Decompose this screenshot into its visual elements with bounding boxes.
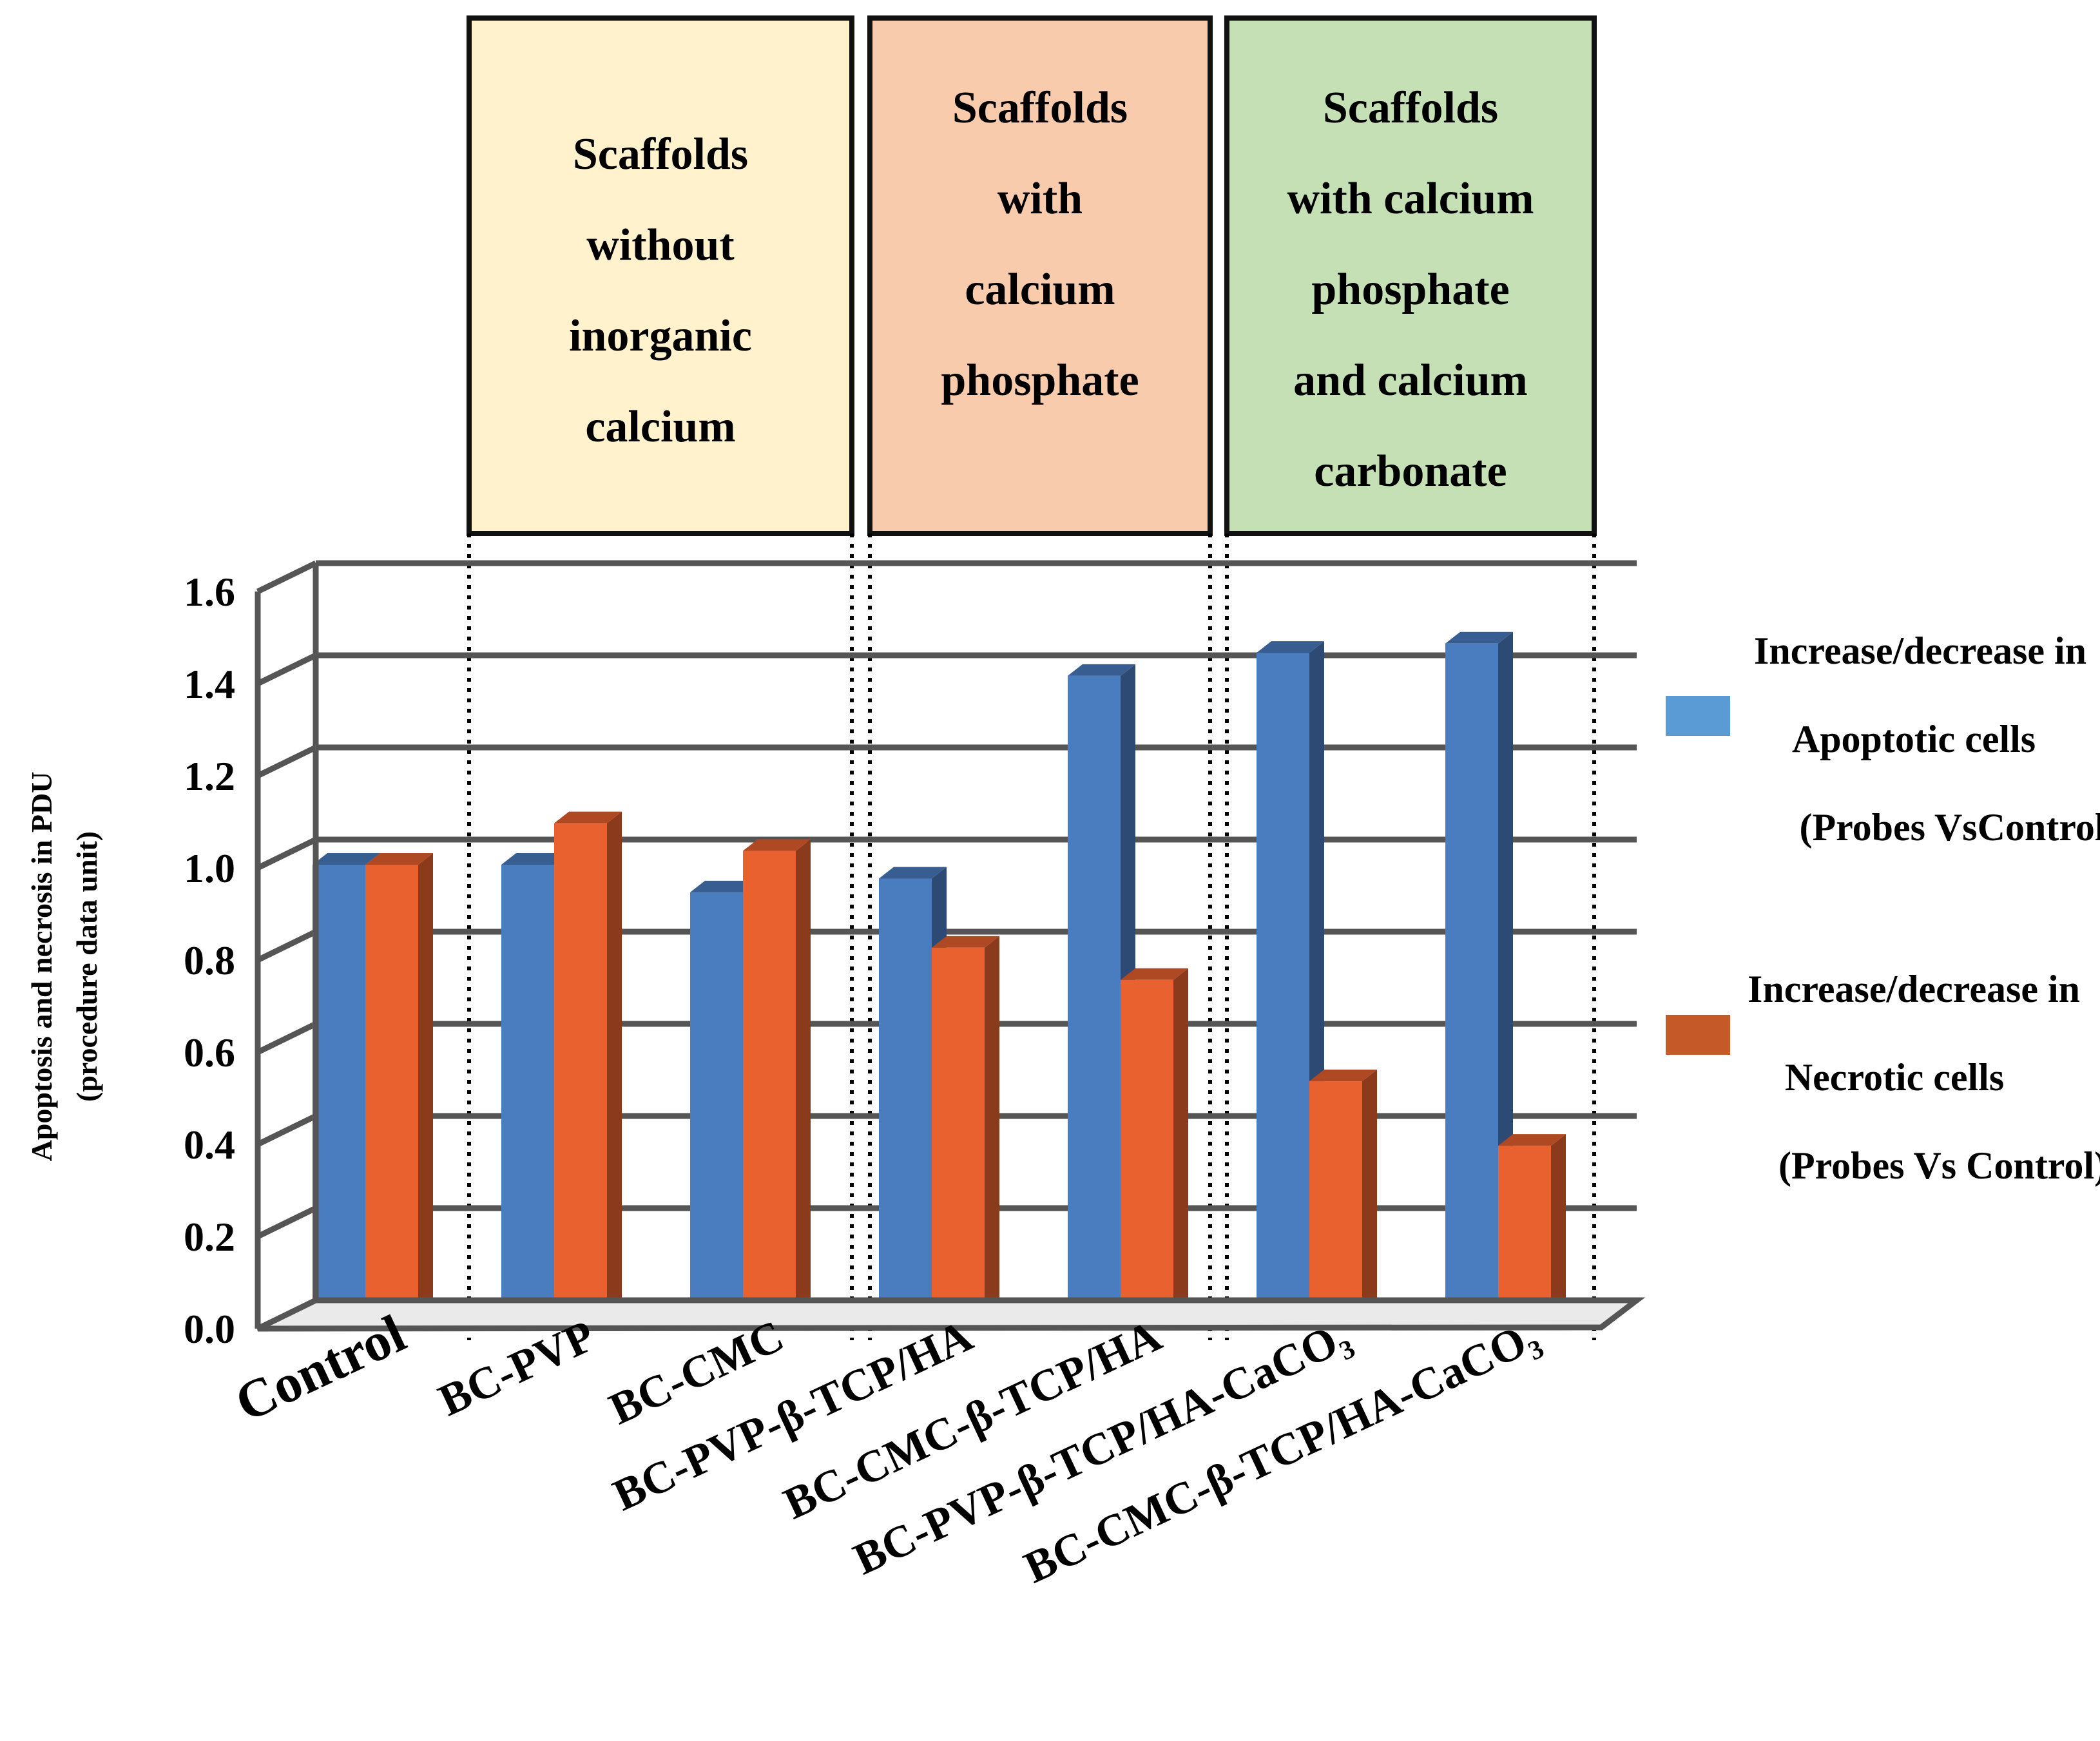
group-label: and calcium bbox=[1293, 356, 1528, 405]
group-box bbox=[867, 15, 1213, 536]
bar-top bbox=[690, 880, 758, 892]
bar-top bbox=[1445, 631, 1513, 644]
bar bbox=[365, 865, 418, 1321]
bar bbox=[1121, 979, 1173, 1321]
y-tick-label: 1.0 bbox=[184, 845, 235, 891]
group-label: with calcium bbox=[1287, 174, 1534, 224]
legend-label: Increase/decrease in bbox=[1754, 630, 2086, 672]
y-axis-label-line2: (procedure data unit) bbox=[70, 831, 103, 1102]
legend-label: Necrotic cells bbox=[1785, 1056, 2004, 1099]
y-axis-label: Apoptosis and necrosis in PDU bbox=[25, 772, 58, 1162]
bar-top bbox=[1498, 1134, 1566, 1146]
gridline-diagonal bbox=[256, 928, 317, 963]
gridline-diagonal bbox=[256, 744, 317, 779]
bar bbox=[1068, 675, 1121, 1321]
bar bbox=[932, 947, 985, 1321]
bar-top bbox=[1121, 968, 1188, 980]
group-label: phosphate bbox=[1311, 265, 1509, 314]
gridline-diagonal bbox=[256, 1205, 317, 1240]
bar-side bbox=[1551, 1134, 1566, 1321]
group-label: with bbox=[997, 174, 1083, 224]
gridline-diagonal bbox=[256, 1113, 317, 1148]
bar-side bbox=[418, 853, 433, 1321]
bar bbox=[313, 865, 365, 1321]
bar bbox=[1498, 1146, 1551, 1321]
gridline-diagonal bbox=[256, 560, 317, 595]
group-label: phosphate bbox=[941, 356, 1139, 405]
bar bbox=[1257, 653, 1309, 1321]
group-label: calcium bbox=[585, 402, 735, 452]
group-box bbox=[467, 15, 854, 536]
gridline-diagonal bbox=[256, 1021, 317, 1055]
bar-top bbox=[1257, 641, 1324, 653]
y-tick-label: 1.6 bbox=[184, 569, 235, 615]
bar-top bbox=[1068, 664, 1135, 676]
legend-swatch bbox=[1666, 1015, 1730, 1055]
group-label: calcium bbox=[965, 265, 1115, 314]
bars bbox=[313, 631, 1566, 1321]
bar bbox=[690, 892, 743, 1321]
y-tick-label: 0.6 bbox=[184, 1030, 235, 1075]
bar-top bbox=[932, 936, 999, 948]
bar bbox=[743, 851, 796, 1321]
legend-label: Increase/decrease in bbox=[1748, 968, 2080, 1010]
bar-side bbox=[985, 936, 999, 1321]
bar bbox=[1445, 643, 1498, 1321]
legend-swatch bbox=[1666, 696, 1730, 736]
bar-side bbox=[607, 811, 622, 1321]
bar-side bbox=[1173, 968, 1188, 1321]
group-box bbox=[1224, 15, 1597, 536]
legend-label: Apoptotic cells bbox=[1792, 718, 2036, 760]
bar-top bbox=[313, 853, 380, 865]
bar-side bbox=[796, 839, 811, 1321]
legend-label: (Probes Vs Control) bbox=[1778, 1144, 2100, 1187]
bar-top bbox=[879, 867, 947, 879]
group-label: Scaffolds bbox=[1323, 83, 1498, 133]
y-tick-label: 0.8 bbox=[184, 938, 235, 983]
bar-side bbox=[1362, 1070, 1377, 1321]
group-label: Scaffolds bbox=[952, 83, 1128, 133]
bar-top bbox=[501, 853, 569, 865]
y-tick-label: 1.2 bbox=[184, 753, 235, 799]
group-label: without bbox=[586, 220, 734, 270]
legend-label: (Probes VsControl) bbox=[1800, 806, 2100, 849]
bar bbox=[501, 865, 554, 1321]
bar bbox=[554, 823, 607, 1321]
bar-top bbox=[554, 811, 622, 823]
y-tick-label: 0.2 bbox=[184, 1214, 235, 1260]
group-label: inorganic bbox=[569, 311, 752, 361]
group-label: Scaffolds bbox=[573, 130, 748, 179]
bar-top bbox=[743, 839, 811, 851]
bar-top bbox=[365, 853, 433, 865]
group-label: carbonate bbox=[1314, 447, 1507, 496]
legend: Increase/decrease in Apoptotic cells (Prob… bbox=[1666, 630, 2100, 1187]
floor bbox=[256, 1297, 1646, 1332]
gridline-diagonal bbox=[256, 652, 317, 687]
group-boxes: Scaffolds without inorganic calcium Scaffold… bbox=[467, 15, 1597, 1340]
bar bbox=[1309, 1081, 1362, 1321]
bar-top bbox=[1309, 1070, 1377, 1082]
y-tick-label: 0.4 bbox=[184, 1122, 235, 1168]
bar bbox=[879, 878, 932, 1321]
gridline-diagonal bbox=[256, 836, 317, 871]
y-tick-label: 1.4 bbox=[184, 661, 235, 707]
y-tick-label: 0.0 bbox=[184, 1306, 235, 1352]
